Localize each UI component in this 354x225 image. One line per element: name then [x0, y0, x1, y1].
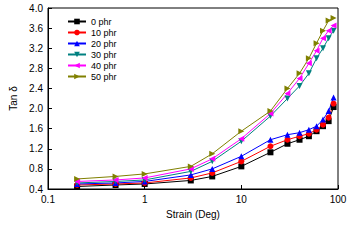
svg-text:2.8: 2.8 — [29, 63, 43, 74]
svg-text:50 phr: 50 phr — [91, 72, 117, 82]
svg-text:20 phr: 20 phr — [91, 39, 117, 49]
svg-text:2.0: 2.0 — [29, 103, 43, 114]
svg-text:2.4: 2.4 — [29, 83, 43, 94]
svg-text:10 phr: 10 phr — [91, 28, 117, 38]
svg-text:100: 100 — [330, 194, 347, 205]
svg-text:Strain (Deg): Strain (Deg) — [166, 209, 220, 220]
svg-text:1.6: 1.6 — [29, 123, 43, 134]
svg-text:3.6: 3.6 — [29, 23, 43, 34]
svg-text:1: 1 — [142, 194, 148, 205]
svg-text:0.4: 0.4 — [29, 183, 43, 195]
svg-text:4.0: 4.0 — [29, 3, 43, 14]
svg-text:40 phr: 40 phr — [91, 61, 117, 71]
svg-text:0.8: 0.8 — [29, 163, 43, 174]
svg-text:30 phr: 30 phr — [91, 50, 117, 60]
svg-text:3.2: 3.2 — [29, 43, 43, 54]
svg-text:1.2: 1.2 — [29, 143, 43, 154]
svg-text:Tan δ: Tan δ — [8, 86, 19, 111]
svg-text:10: 10 — [236, 194, 248, 205]
svg-text:0 phr: 0 phr — [91, 17, 112, 27]
svg-text:0.1: 0.1 — [41, 194, 55, 205]
